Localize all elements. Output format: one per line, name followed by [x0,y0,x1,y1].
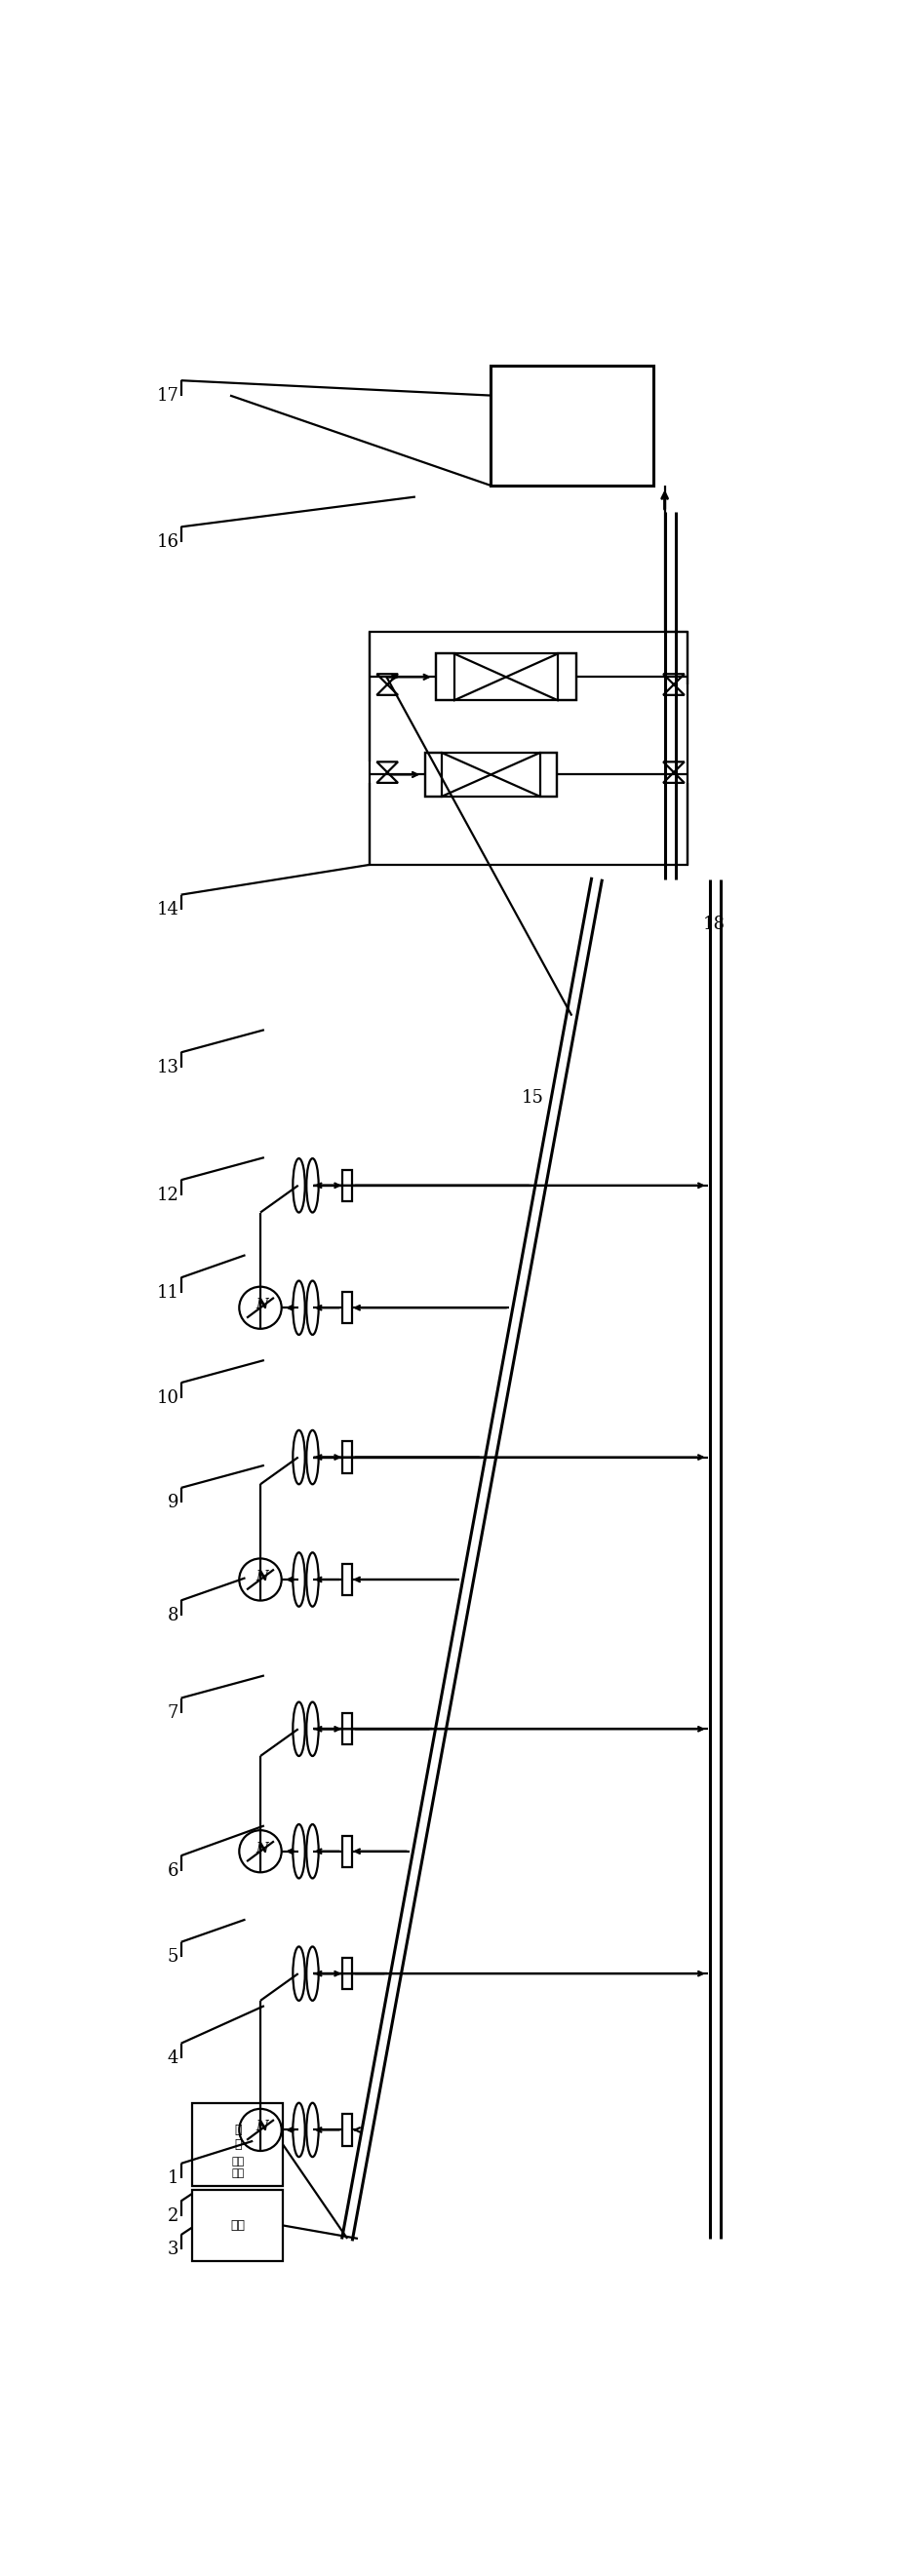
Bar [343,1713,353,1744]
Text: N: N [256,1569,268,1584]
Text: 17: 17 [156,386,179,404]
Text: 9: 9 [167,1494,179,1512]
Bar [343,1170,353,1200]
Bar [343,2115,353,2146]
Text: 6: 6 [167,1862,179,1880]
Text: 3: 3 [167,2241,179,2259]
Bar [343,1958,353,1989]
Text: 18: 18 [702,917,725,933]
Text: 13: 13 [156,1059,179,1077]
Text: 11: 11 [156,1283,179,1301]
Text: 7: 7 [167,1705,179,1721]
Text: 4: 4 [167,2050,179,2066]
Bar [425,752,557,796]
Text: 16: 16 [156,533,179,551]
Bar [436,654,455,701]
Text: 5: 5 [167,1947,179,1965]
Text: 原
料: 原 料 [234,2123,241,2151]
Text: N: N [256,2120,268,2133]
Text: 硫磺: 硫磺 [231,2218,245,2231]
Text: N: N [256,1298,268,1311]
Bar [343,1443,353,1473]
Text: 12: 12 [156,1185,179,1203]
Bar [343,1837,353,1868]
Bar [370,631,687,866]
Bar [540,752,557,796]
Bar [558,654,576,701]
Bar [343,1293,353,1324]
Text: N: N [256,1842,268,1855]
Bar [491,366,654,484]
Text: 10: 10 [156,1388,179,1406]
Bar [425,752,442,796]
Bar [343,1564,353,1595]
Text: 14: 14 [156,902,179,920]
Bar [193,2190,283,2262]
Bar [436,654,576,701]
Bar [193,2105,283,2187]
Text: 1: 1 [167,2169,179,2187]
Text: 8: 8 [167,1607,179,1625]
Text: 15: 15 [521,1090,543,1105]
Text: 2: 2 [167,2208,179,2226]
Text: 酸性
气体: 酸性 气体 [231,2156,244,2177]
